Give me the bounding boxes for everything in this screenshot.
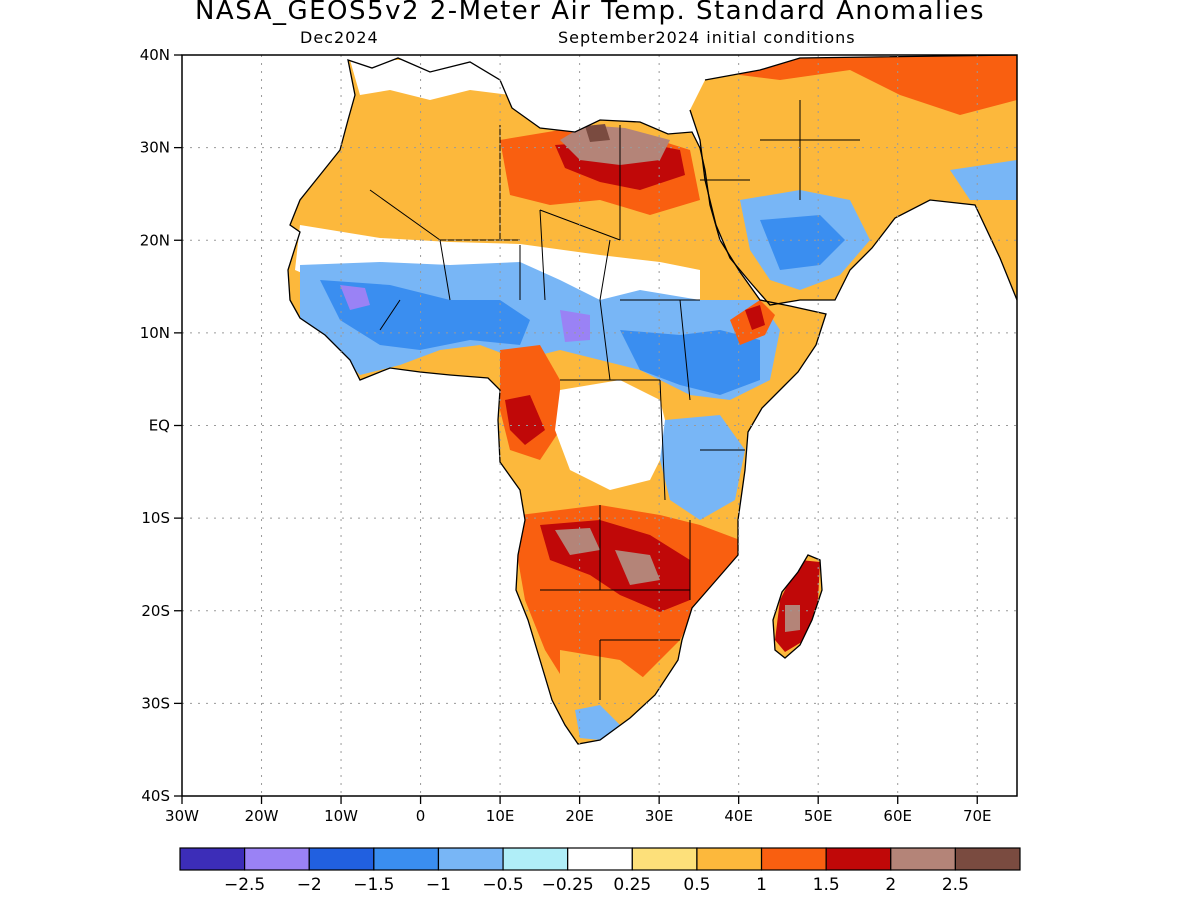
colorbar-swatch bbox=[954, 847, 1021, 871]
colorbar-swatch bbox=[502, 847, 569, 871]
colorbar-label: 1.5 bbox=[813, 875, 840, 895]
lon-tick-label: 60E bbox=[883, 807, 912, 825]
colorbar-swatch bbox=[760, 847, 827, 871]
map-title: NASA_GEOS5v2 2-Meter Air Temp. Standard … bbox=[194, 0, 986, 26]
region-madagascar-hotspot bbox=[785, 605, 800, 632]
lon-tick-label: 0 bbox=[416, 807, 426, 825]
lat-tick-label: 10N bbox=[140, 324, 170, 342]
lat-tick-label: 30S bbox=[141, 694, 170, 712]
lon-tick-label: 20E bbox=[565, 807, 594, 825]
colorbar-label: 2.5 bbox=[942, 875, 969, 895]
region-east-africa-cool bbox=[620, 330, 760, 395]
lat-tick-label: EQ bbox=[149, 417, 170, 435]
region-libya-hotspot bbox=[560, 125, 670, 165]
lat-tick-label: 10S bbox=[141, 509, 170, 527]
colorbar-labels: −2.5 −2 −1.5 −1 −0.5 −0.25 0.25 0.5 1 1.5 2 2.5 bbox=[224, 875, 969, 895]
region-congo-neutral bbox=[555, 380, 670, 490]
region-mali-cold bbox=[340, 285, 370, 310]
colorbar-swatch bbox=[373, 847, 440, 871]
colorbar-label: 0.5 bbox=[683, 875, 710, 895]
borders-paths bbox=[369, 100, 860, 700]
region-west-sahel-colder bbox=[320, 280, 530, 350]
colorbar-label: −1.5 bbox=[353, 875, 394, 895]
colorbar-label: −2.5 bbox=[224, 875, 265, 895]
region-east-equatorial-cool bbox=[660, 415, 745, 520]
colorbar-label: −0.25 bbox=[542, 875, 594, 895]
colorbar-swatch bbox=[437, 847, 504, 871]
colorbar-swatch bbox=[631, 847, 698, 871]
lon-tick-label: 40E bbox=[724, 807, 753, 825]
region-chad-cold bbox=[560, 310, 590, 342]
colorbar-swatch bbox=[890, 847, 956, 871]
africa-coastline bbox=[287, 57, 827, 745]
region-med-coast bbox=[350, 60, 510, 100]
coastlines bbox=[287, 55, 1017, 745]
lat-tick-label: 40S bbox=[141, 787, 170, 805]
colorbar-label: 2 bbox=[885, 875, 896, 895]
colorbar-label: −1 bbox=[426, 875, 451, 895]
lon-tick-label: 20W bbox=[245, 807, 279, 825]
initial-conditions: September2024 initial conditions bbox=[558, 28, 856, 47]
latitude-axis: 40N 30N 20N 10N EQ 10S 20S 30S 40S bbox=[140, 46, 182, 805]
region-angola-hotspot bbox=[555, 528, 600, 555]
colorbar-swatch bbox=[825, 847, 892, 871]
colorbar-swatch bbox=[244, 847, 310, 871]
colorbar-label: −2 bbox=[297, 875, 322, 895]
colorbar-swatch bbox=[179, 847, 246, 871]
country-borders bbox=[369, 100, 860, 700]
lon-tick-label: 30E bbox=[645, 807, 674, 825]
lat-tick-label: 40N bbox=[140, 46, 170, 64]
forecast-month: Dec2024 bbox=[300, 28, 379, 47]
region-zambia-hotspot bbox=[615, 550, 660, 585]
madagascar-coastline bbox=[772, 554, 823, 659]
colorbar-label: 0.25 bbox=[613, 875, 651, 895]
region-eritrea-hot bbox=[745, 305, 765, 330]
region-turkey-iran-hot bbox=[705, 55, 1017, 115]
region-arabia-colder bbox=[760, 215, 845, 270]
lon-tick-label: 70E bbox=[963, 807, 992, 825]
lat-tick-label: 30N bbox=[140, 139, 170, 157]
lon-tick-label: 10E bbox=[486, 807, 515, 825]
colorbar-swatch bbox=[696, 847, 763, 871]
colorbar-label: −0.5 bbox=[482, 875, 523, 895]
lon-tick-label: 30W bbox=[165, 807, 199, 825]
lon-tick-label: 50E bbox=[804, 807, 833, 825]
region-gabon-hot bbox=[505, 395, 545, 445]
lon-tick-label: 10W bbox=[324, 807, 358, 825]
region-cape-cool bbox=[575, 705, 620, 740]
arabia-coastline bbox=[689, 55, 1017, 306]
colorbar-label: 1 bbox=[756, 875, 767, 895]
colorbar bbox=[179, 847, 1021, 871]
region-pakistan-cool bbox=[950, 160, 1017, 200]
lat-tick-label: 20S bbox=[141, 602, 170, 620]
colorbar-swatch bbox=[308, 847, 375, 871]
colorbar-swatch bbox=[567, 847, 633, 871]
lat-tick-label: 20N bbox=[140, 231, 170, 249]
longitude-axis: 30W 20W 10W 0 10E 20E 30E 40E 50E 60E 70E bbox=[165, 796, 992, 825]
gridlines bbox=[182, 55, 1017, 796]
region-libya-peak bbox=[585, 124, 610, 142]
